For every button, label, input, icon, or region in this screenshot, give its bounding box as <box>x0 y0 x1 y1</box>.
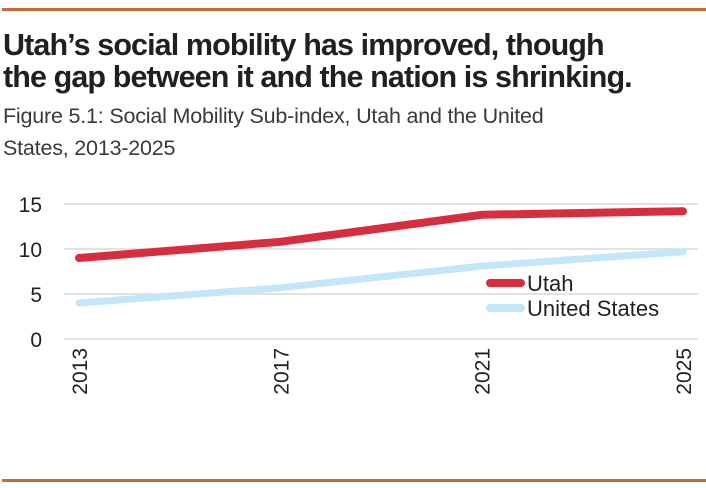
legend-label-utah: Utah <box>527 271 573 296</box>
x-tick-label: 2025 <box>673 348 696 395</box>
y-tick-label: 0 <box>30 329 42 352</box>
series-line-utah <box>75 207 687 262</box>
y-axis-ticks: 0 5 10 15 <box>19 194 42 352</box>
y-tick-label: 5 <box>30 284 42 307</box>
chart-title: Utah’s social mobility has improved, tho… <box>3 29 703 93</box>
legend-label-united-states: United States <box>527 296 659 321</box>
bottom-rule <box>2 479 706 482</box>
title-line-1: Utah’s social mobility has improved, tho… <box>3 28 605 62</box>
chart-subtitle: Figure 5.1: Social Mobility Sub-index, U… <box>3 100 663 164</box>
x-tick-label: 2013 <box>69 348 92 395</box>
series-line-united-states <box>75 248 687 307</box>
x-axis-ticks: 2013 2017 2021 2025 <box>69 348 696 395</box>
x-tick-label: 2017 <box>270 348 293 395</box>
y-tick-label: 10 <box>19 239 42 262</box>
y-tick-label: 15 <box>19 194 42 217</box>
series-lines <box>75 207 687 307</box>
x-tick-label: 2021 <box>472 348 495 395</box>
top-rule <box>2 8 706 11</box>
subtitle-line-1: Figure 5.1: Social Mobility Sub-index, U… <box>3 104 544 128</box>
title-line-2: the gap between it and the nation is shr… <box>3 60 633 94</box>
subtitle-line-2: States, 2013-2025 <box>3 136 176 160</box>
